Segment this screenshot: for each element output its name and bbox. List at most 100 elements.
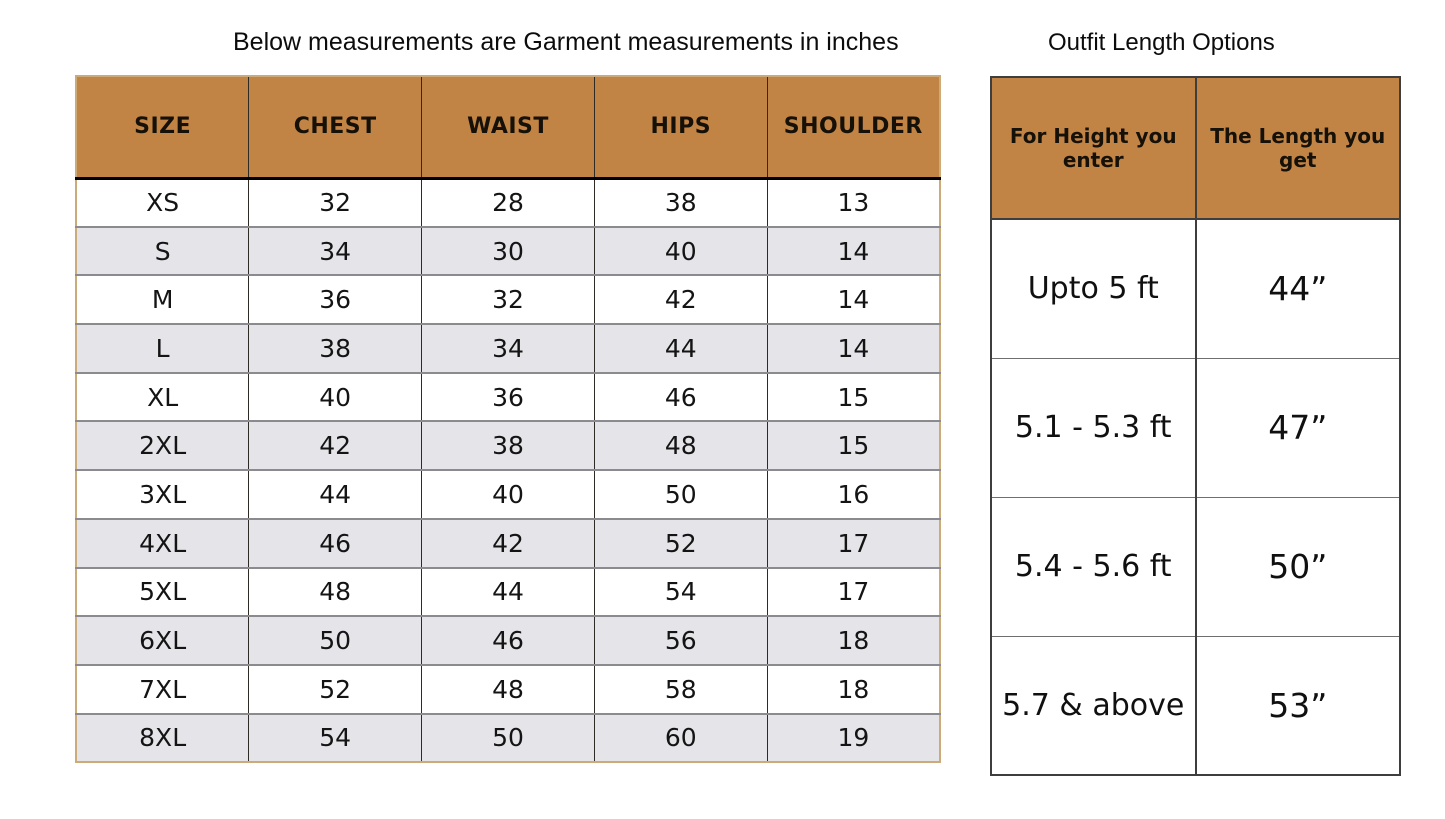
cell: 5.1 - 5.3 ft — [991, 358, 1197, 498]
table-row: 5.1 - 5.3 ft 47” — [991, 358, 1400, 498]
column-header: CHEST — [248, 76, 423, 180]
cell: 48 — [248, 567, 423, 618]
cell: 36 — [248, 275, 423, 326]
column-header: For Height you enter — [991, 77, 1197, 220]
cell: S — [76, 226, 250, 277]
cell: 50 — [248, 616, 423, 666]
cell: 38 — [594, 178, 768, 228]
cell: 52 — [594, 518, 768, 569]
cell: 14 — [767, 324, 940, 374]
column-header: HIPS — [594, 76, 768, 180]
cell: 7XL — [76, 664, 250, 715]
outfit-length-table: For Height you enter The Length you get U… — [990, 76, 1401, 776]
cell: 36 — [421, 372, 595, 423]
cell: 15 — [767, 421, 940, 472]
cell: M — [76, 275, 250, 326]
cell: 4XL — [76, 518, 250, 569]
table-row: 2XL 42 38 48 15 — [76, 421, 940, 472]
cell: 18 — [767, 664, 940, 715]
column-header: WAIST — [421, 76, 595, 180]
cell: 58 — [594, 664, 768, 715]
table-row: 5XL 48 44 54 17 — [76, 567, 940, 618]
table-row: S 34 30 40 14 — [76, 226, 940, 277]
table-row: Upto 5 ft 44” — [991, 219, 1400, 359]
cell: Upto 5 ft — [991, 219, 1197, 359]
cell: 50” — [1195, 497, 1400, 637]
cell: 60 — [594, 713, 768, 763]
garment-size-table-header: SIZE CHEST WAIST HIPS SHOULDER — [76, 76, 940, 180]
cell: 34 — [421, 324, 595, 374]
cell: 8XL — [76, 713, 250, 763]
cell: 15 — [767, 372, 940, 423]
cell: 56 — [594, 616, 768, 666]
table-row: 4XL 46 42 52 17 — [76, 518, 940, 569]
table-row: 7XL 52 48 58 18 — [76, 664, 940, 715]
cell: 48 — [421, 664, 595, 715]
cell: 46 — [594, 372, 768, 423]
header-row: SIZE CHEST WAIST HIPS SHOULDER — [76, 76, 940, 180]
cell: 44 — [594, 324, 768, 374]
garment-size-table-body: XS 32 28 38 13 S 34 30 40 14 M 36 32 42 14 L 38 34 44 14 XL 4… — [76, 178, 940, 763]
cell: 42 — [248, 421, 423, 472]
cell: 44 — [421, 567, 595, 618]
cell: L — [76, 324, 250, 374]
cell: 19 — [837, 723, 870, 753]
outfit-table-title: Outfit Length Options — [1048, 29, 1275, 56]
cell: 34 — [248, 226, 423, 277]
cell: XL — [76, 372, 250, 423]
outfit-length-table-header: For Height you enter The Length you get — [991, 77, 1400, 220]
cell: 5XL — [76, 567, 250, 618]
cell: 13 — [767, 178, 940, 228]
table-row: XS 32 28 38 13 — [76, 178, 940, 228]
cell: 5.4 - 5.6 ft — [991, 497, 1197, 637]
cell: 32 — [248, 178, 423, 228]
garment-size-table: SIZE CHEST WAIST HIPS SHOULDER XS 32 28 38 13 S 34… — [75, 75, 941, 764]
column-header: The Length you get — [1195, 77, 1400, 220]
cell: 16 — [767, 470, 940, 520]
cell: 46 — [421, 616, 595, 666]
table-row: 5.7 & above 53” — [991, 636, 1400, 775]
table-row: 6XL 50 46 56 18 — [76, 616, 940, 666]
cell: 3XL — [76, 470, 250, 520]
column-header: SHOULDER — [767, 76, 940, 180]
cell: 40 — [248, 372, 423, 423]
table-row: XL 40 36 46 15 — [76, 372, 940, 423]
cell: 38 — [421, 421, 595, 472]
cell: 30 — [421, 226, 595, 277]
cell: 54 — [594, 567, 768, 618]
garment-table-title: Below measurements are Garment measureme… — [233, 28, 899, 56]
column-header: SIZE — [76, 76, 250, 180]
cell: 40 — [421, 470, 595, 520]
cell: 5.7 & above — [991, 636, 1197, 775]
cell: 52 — [248, 664, 423, 715]
cell: 14 — [767, 275, 940, 326]
table-row: 8XL 54 50 60 19 — [76, 713, 940, 763]
cell: 44” — [1195, 219, 1400, 359]
cell: XS — [76, 178, 250, 228]
cell: 6XL — [76, 616, 250, 666]
cell: 18 — [767, 616, 940, 666]
cell: 50 — [594, 470, 768, 520]
header-row: For Height you enter The Length you get — [991, 77, 1400, 220]
cell: 46 — [248, 518, 423, 569]
cell: 42 — [594, 275, 768, 326]
cell: 38 — [248, 324, 423, 374]
table-row: 3XL 44 40 50 16 — [76, 470, 940, 520]
cell: 40 — [594, 226, 768, 277]
cell: 2XL — [76, 421, 250, 472]
cell: 44 — [248, 470, 423, 520]
table-row: 5.4 - 5.6 ft 50” — [991, 497, 1400, 637]
cell: 53” — [1195, 636, 1400, 775]
outfit-length-table-body: Upto 5 ft 44” 5.1 - 5.3 ft 47” 5.4 - 5.6 ft 5… — [991, 219, 1400, 775]
cell: 42 — [421, 518, 595, 569]
cell: 17 — [767, 567, 940, 618]
cell: 48 — [594, 421, 768, 472]
cell: 28 — [421, 178, 595, 228]
cell: 54 — [248, 713, 423, 763]
cell: 17 — [767, 518, 940, 569]
cell: 47” — [1195, 358, 1400, 498]
table-row: M 36 32 42 14 — [76, 275, 940, 326]
cell: 32 — [421, 275, 595, 326]
table-row: L 38 34 44 14 — [76, 324, 940, 374]
cell: 50 — [421, 713, 595, 763]
